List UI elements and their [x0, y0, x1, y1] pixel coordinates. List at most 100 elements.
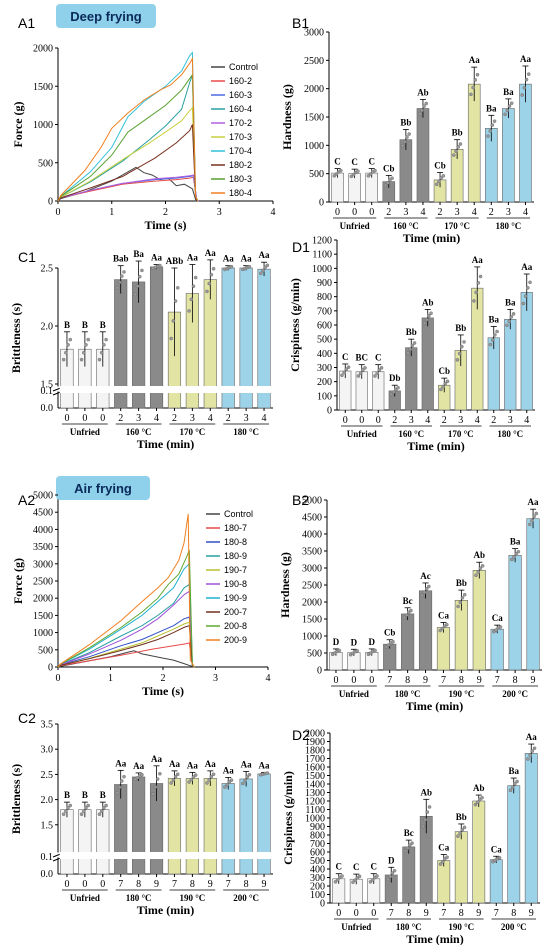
data-point	[171, 319, 176, 323]
data-point	[474, 573, 478, 578]
bar	[524, 753, 538, 904]
bar-break	[203, 386, 218, 393]
legend-label: 200-7	[224, 607, 247, 617]
x-tick-label: 3	[217, 207, 222, 218]
significance-label: Aa	[169, 759, 180, 769]
data-point	[209, 272, 214, 277]
significance-label: Ba	[488, 314, 499, 324]
x-tick-label: 0	[354, 908, 359, 919]
legend-label: 180-2	[229, 160, 252, 170]
data-point	[440, 626, 445, 631]
data-point	[344, 367, 349, 372]
series-line-180-7	[57, 642, 195, 668]
y-tick-label: 2.5	[41, 770, 54, 781]
y-tick-label: 1500	[33, 82, 53, 93]
data-point	[176, 286, 180, 290]
x-tick-label: 7	[389, 908, 394, 919]
panel-label: C1	[18, 249, 36, 265]
data-point	[79, 357, 84, 362]
data-point	[102, 806, 106, 810]
panel-label: D2	[292, 727, 310, 743]
legend-label: Control	[229, 62, 258, 72]
data-point	[340, 874, 344, 878]
data-point	[507, 104, 512, 108]
y-tick-label: 1500	[305, 771, 325, 782]
data-point	[263, 265, 267, 270]
x-tick-label: 3	[506, 207, 511, 218]
y-tick-label: 4000	[33, 525, 53, 536]
significance-label: C	[334, 157, 341, 167]
data-point	[173, 299, 178, 303]
bar-break	[238, 852, 254, 859]
data-point	[514, 551, 518, 556]
data-point	[493, 333, 497, 337]
data-point	[480, 564, 485, 568]
data-point	[339, 168, 343, 173]
data-point	[532, 514, 536, 519]
significance-label: Ba	[503, 87, 514, 97]
data-point	[390, 871, 395, 875]
data-point	[505, 323, 509, 328]
bar	[185, 778, 199, 875]
y-tick-label: 1100	[312, 250, 332, 261]
significance-label: C	[353, 862, 360, 872]
x-tick-label: 0	[64, 879, 69, 890]
y-tick-label: 1200	[312, 236, 332, 247]
data-point	[530, 518, 534, 523]
data-point	[99, 809, 104, 813]
data-point	[225, 782, 229, 787]
data-point	[333, 880, 338, 884]
panel-c2: C2 0.0 0.1 1.5 2.0 2.5 3.0 3.5 B 0 B 0 B 0 Aa 7 Aa 8 Aa 9 Aa…	[9, 710, 273, 917]
data-point	[490, 338, 495, 342]
x-tick-label: 2	[161, 673, 166, 684]
data-point	[117, 280, 122, 285]
significance-label: Aa	[469, 55, 480, 65]
bar-break	[149, 386, 164, 393]
y-tick-label: 700	[310, 839, 325, 850]
data-point	[490, 123, 495, 127]
x-tick-label: 8	[190, 879, 195, 890]
legend-label: 180-8	[224, 537, 247, 547]
bar-break	[131, 852, 146, 859]
data-point	[406, 351, 410, 355]
data-point	[417, 112, 422, 116]
data-point	[458, 142, 463, 146]
x-tick-label: 2	[386, 207, 391, 218]
x-tick-label: 2	[438, 207, 443, 218]
bar-break	[95, 852, 111, 859]
x-tick-label: 3	[213, 673, 218, 684]
significance-label: Aa	[115, 758, 126, 768]
data-point	[473, 78, 478, 82]
significance-label: C	[368, 157, 375, 167]
data-point	[391, 639, 395, 644]
y-tick-label: 1000	[302, 632, 322, 643]
x-tick-label: 4	[266, 673, 271, 684]
y-tick-label: 900	[310, 822, 325, 833]
data-point	[335, 878, 340, 882]
y-tick-label: 500	[38, 645, 53, 656]
x-tick-label: 0	[376, 415, 381, 426]
significance-label: B	[100, 790, 106, 800]
x-tick-label: 2	[442, 415, 447, 426]
significance-label: D	[369, 637, 376, 647]
bar	[526, 518, 540, 671]
significance-label: Ca	[438, 610, 449, 620]
data-point	[193, 275, 198, 280]
y-tick-label: 100	[310, 890, 325, 901]
data-point	[478, 274, 483, 279]
data-point	[438, 628, 442, 633]
data-point	[508, 788, 513, 793]
significance-label: C	[375, 353, 382, 363]
significance-label: B	[64, 790, 70, 800]
bar	[239, 778, 253, 875]
data-point	[135, 284, 140, 288]
y-tick-label: 1000	[33, 628, 53, 639]
x-tick-label: 7	[494, 908, 499, 919]
significance-label: Ba	[486, 103, 497, 113]
data-point	[153, 785, 158, 789]
data-point	[205, 781, 209, 785]
y-tick-label: 0	[48, 663, 53, 674]
significance-label: B	[82, 790, 88, 800]
data-point	[403, 849, 408, 853]
